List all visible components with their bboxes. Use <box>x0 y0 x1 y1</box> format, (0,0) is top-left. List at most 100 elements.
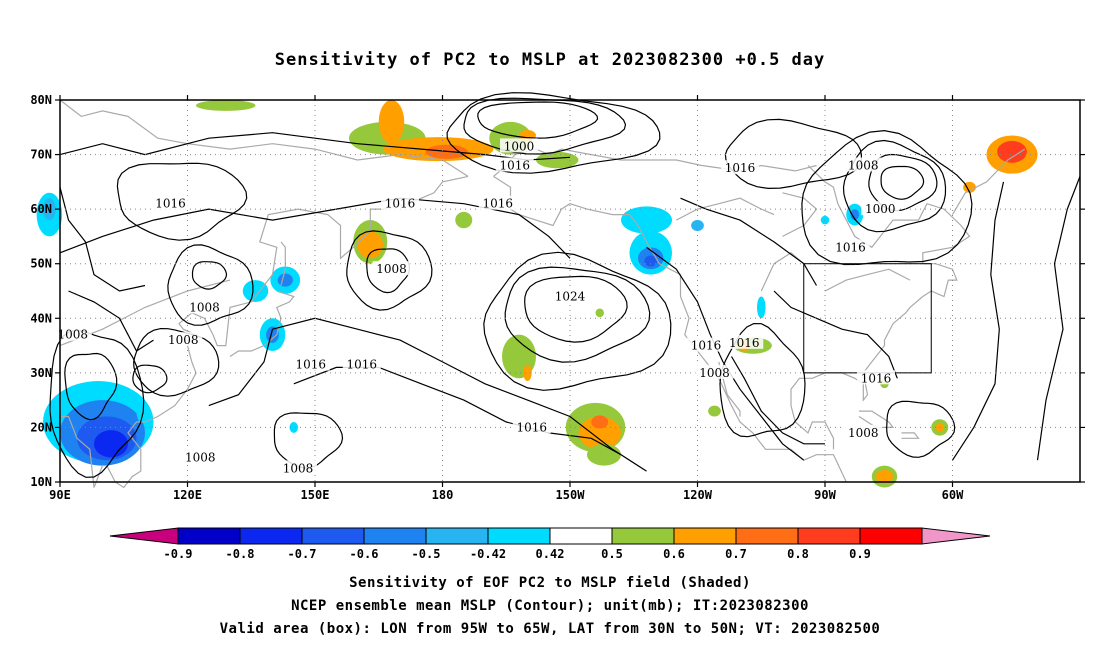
sensitivity-patch <box>536 151 579 169</box>
sensitivity-patch <box>277 273 293 287</box>
contour-label-bg <box>512 419 551 434</box>
colorbar-bin <box>487 527 551 545</box>
contour-label-bg <box>279 460 317 475</box>
contour-label: 1016 <box>516 420 547 434</box>
contour-label: 1000 <box>504 139 535 153</box>
sensitivity-patch <box>378 100 405 144</box>
contour-label-bg <box>185 299 224 314</box>
contour-label-bg <box>372 261 411 276</box>
caption-line-2: NCEP ensemble mean MSLP (Contour); unit(… <box>291 598 809 614</box>
isobar <box>719 322 806 438</box>
coastline-segment <box>901 432 920 439</box>
contour-label-bg <box>861 201 900 216</box>
isobar <box>483 251 672 391</box>
contour-label-bg <box>831 239 870 254</box>
lat-tick-label: 50N <box>30 257 52 271</box>
contour-label: 1008 <box>185 450 216 464</box>
contour-label: 1016 <box>729 336 760 350</box>
colorbar-label: 0.6 <box>663 547 685 561</box>
contour-label: 1016 <box>499 158 530 172</box>
contour-label-bg <box>495 157 534 172</box>
contour-label-bg <box>551 288 589 303</box>
colorbar-bin <box>549 527 613 545</box>
sensitivity-patch <box>591 415 609 429</box>
sensitivity-patch <box>196 100 256 111</box>
mslp-contours <box>49 92 1081 478</box>
map-title: Sensitivity of PC2 to MSLP at 2023082300… <box>274 50 826 70</box>
contour-label: 1016 <box>482 197 513 211</box>
sensitivity-patch <box>708 405 721 417</box>
contour-label-bg <box>53 326 92 341</box>
isobar <box>773 290 898 379</box>
sensitivity-patch <box>94 430 128 458</box>
isobar <box>886 400 956 458</box>
contour-label-bg <box>181 449 220 464</box>
colorbar-label: 0.8 <box>787 547 809 561</box>
colorbar: -0.9 -0.8 -0.7 -0.6 -0.5 -0.42 0.42 0.5 0.6 0.7 0.… <box>109 527 991 561</box>
contour-label-bg <box>164 332 203 347</box>
colorbar-max-arrow <box>921 527 991 545</box>
contour-labels: 1000 1016 1016 1008 1016 1016 1016 1000 1008 1016… <box>53 138 900 475</box>
sensitivity-shading <box>36 100 1038 488</box>
contour-label: 1008 <box>376 262 407 276</box>
lat-tick-label: 40N <box>30 311 52 325</box>
coastline-segment <box>951 148 1026 215</box>
isobar <box>951 181 1005 461</box>
lat-tick-label: 20N <box>30 420 52 434</box>
isobar <box>801 129 973 266</box>
isobar <box>59 132 571 161</box>
coastline-segment <box>280 241 286 286</box>
colorbar-bin <box>673 527 737 545</box>
sensitivity-patch <box>621 206 672 234</box>
contour-label-bg <box>844 424 883 439</box>
isobar <box>646 246 805 461</box>
contour-label: 1024 <box>555 289 586 303</box>
colorbar-label: -0.7 <box>288 547 317 561</box>
sensitivity-patch <box>455 211 473 229</box>
contour-label-bg <box>381 195 419 210</box>
lat-tick-label: 80N <box>30 93 52 107</box>
coastline-segment <box>790 372 835 450</box>
contour-label: 1016 <box>346 358 377 372</box>
contour-label: 1016 <box>861 371 892 385</box>
lon-tick-label: 150E <box>301 488 330 502</box>
coastline-segment <box>807 165 971 402</box>
valid-area-box <box>803 263 932 374</box>
sensitivity-patch <box>644 255 658 267</box>
contour-label-bg <box>857 370 895 385</box>
sensitivity-patch <box>266 326 279 343</box>
lat-tick-label: 30N <box>30 366 52 380</box>
isobar <box>191 261 228 290</box>
lon-tick-label: 120W <box>683 488 713 502</box>
sensitivity-patch <box>587 443 621 466</box>
contour-label-bg <box>725 334 764 349</box>
contour-label-bg <box>844 157 883 172</box>
contour-label: 1008 <box>168 333 199 347</box>
contour-label: 1008 <box>189 300 220 314</box>
isobar <box>208 329 274 407</box>
contour-label: 1000 <box>865 202 896 216</box>
sensitivity-patch <box>850 209 859 221</box>
isobar <box>59 197 571 259</box>
sensitivity-patch <box>997 140 1027 163</box>
lon-tick-label: 180 <box>432 488 454 502</box>
caption-line-1: Sensitivity of EOF PC2 to MSLP field (Sh… <box>349 575 751 591</box>
lon-tick-label: 150W <box>556 488 586 502</box>
contour-label-bg <box>687 337 725 352</box>
contour-label-bg <box>478 195 517 210</box>
colorbar-bin <box>177 527 241 545</box>
contour-label: 1016 <box>155 197 186 211</box>
sensitivity-patch <box>935 423 944 432</box>
contour-label: 1008 <box>848 158 879 172</box>
lon-tick-label: 120E <box>173 488 202 502</box>
colorbar-min-arrow <box>109 527 179 545</box>
colorbar-label: -0.6 <box>350 547 379 561</box>
colorbar-bin <box>797 527 861 545</box>
isobar <box>477 101 599 139</box>
colorbar-label: -0.8 <box>226 547 255 561</box>
colorbar-label: 0.7 <box>725 547 747 561</box>
caption-line-3: Valid area (box): LON from 95W to 65W, L… <box>219 621 881 637</box>
sensitivity-patch <box>289 421 298 433</box>
